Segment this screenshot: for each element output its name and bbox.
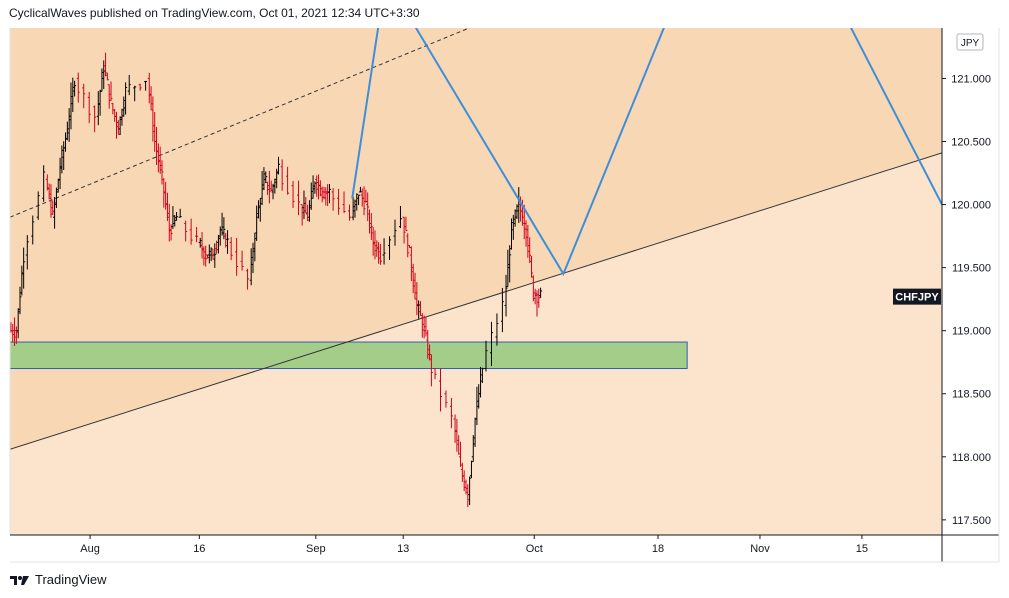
axes-layer: JPY 117.500 118.000 118.500 119.000 119.500 12…: [9, 28, 1000, 563]
x-tick-label: 13: [397, 543, 409, 555]
y-tick-label: 119.000: [952, 326, 991, 338]
symbol-label: CHFJPY: [895, 292, 939, 304]
x-tick-label: 16: [193, 543, 205, 555]
x-tick-label: Oct: [526, 543, 543, 555]
footer: TradingView: [9, 572, 107, 587]
currency-label: JPY: [961, 38, 980, 49]
x-tick-label: Aug: [80, 543, 100, 555]
y-tick-label: 118.000: [952, 452, 991, 464]
projected-zigzag-path: [351, 28, 942, 277]
y-tick-label: 119.500: [952, 263, 991, 275]
lower-trendline: [10, 152, 942, 450]
y-tick-label: 118.500: [952, 389, 991, 401]
x-tick-label: Nov: [750, 543, 770, 555]
last-price-symbol-badge: [893, 288, 941, 305]
candles-layer: [9, 52, 543, 508]
y-tick-label: 120.500: [951, 137, 991, 149]
y-tick-label: 117.500: [952, 515, 991, 527]
x-tick-label: 18: [652, 543, 664, 555]
background-layer: [10, 28, 942, 535]
tradingview-logo-icon: [10, 575, 29, 585]
publisher-header: CyclicalWaves published on TradingView.c…: [9, 6, 420, 20]
projection-layer: [351, 28, 942, 277]
support-zone: [9, 341, 688, 370]
support-zone-layer: [9, 341, 688, 370]
x-tick-label: Sep: [306, 543, 326, 555]
y-tick-label: 121.000: [951, 73, 991, 85]
trendline-layer: [10, 28, 942, 450]
footer-brand: TradingView: [35, 572, 107, 587]
currency-badge: [956, 33, 984, 51]
upper-dashed-trendline: [10, 28, 471, 218]
x-tick-label: 15: [856, 543, 868, 555]
y-tick-label: 120.000: [951, 200, 991, 212]
